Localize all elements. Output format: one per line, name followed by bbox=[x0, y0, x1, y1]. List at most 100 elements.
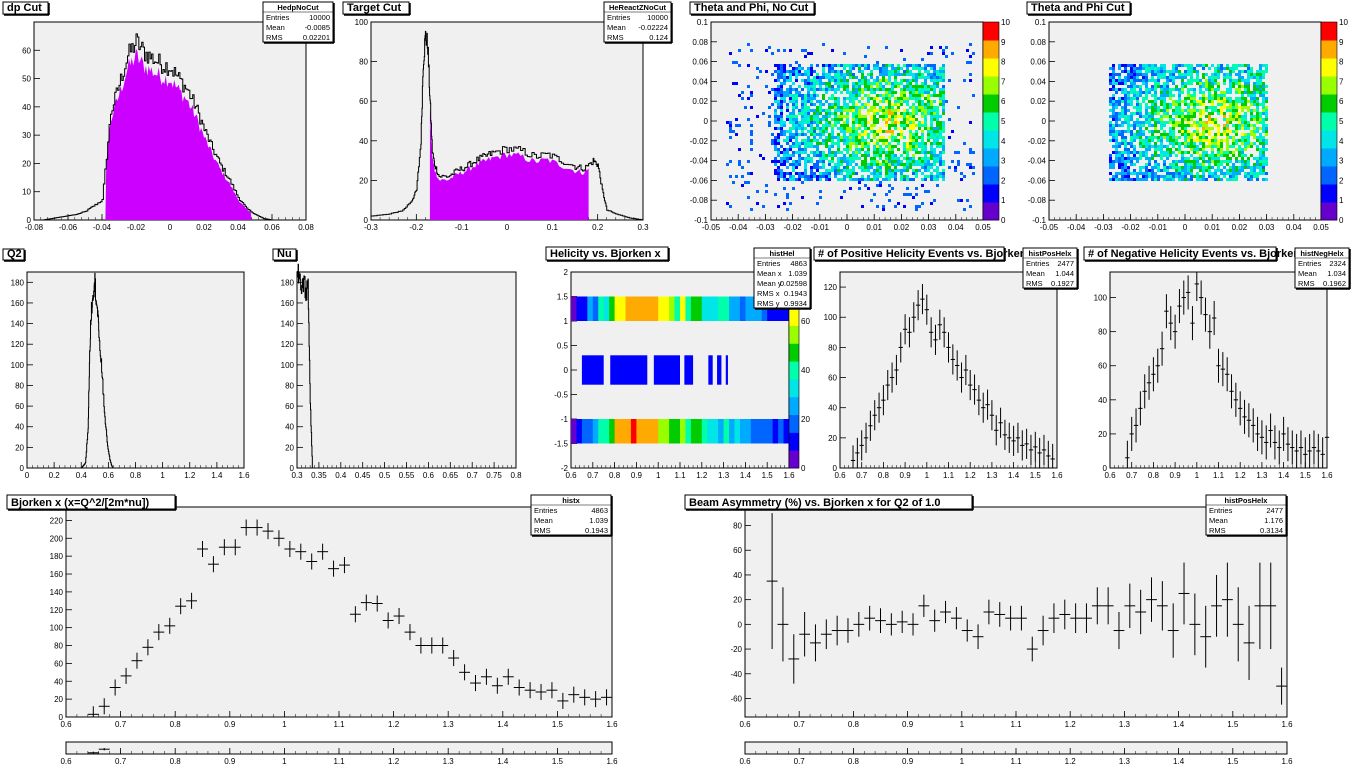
y-tick-label: 140 bbox=[11, 320, 25, 329]
color-scale-label: 7 bbox=[1339, 77, 1344, 86]
heatmap-cell bbox=[888, 100, 891, 103]
heatmap-cell bbox=[906, 97, 909, 100]
heatmap-cell bbox=[1220, 139, 1223, 142]
stats-frame bbox=[1022, 247, 1078, 289]
heatmap-cell bbox=[1136, 85, 1139, 88]
y-tick-label: 160 bbox=[50, 570, 64, 579]
heatmap-cell bbox=[840, 160, 843, 163]
heatmap-cell bbox=[1181, 118, 1184, 121]
x-tick-label: 0.6 bbox=[103, 471, 115, 480]
heatmap-cell bbox=[1145, 142, 1148, 145]
heatmap-cell bbox=[1214, 91, 1217, 94]
heatmap-cell bbox=[852, 97, 855, 100]
heatmap-cell bbox=[879, 82, 882, 85]
heatmap-cell bbox=[783, 64, 786, 67]
y-tick-label: 0 bbox=[564, 366, 569, 375]
heatmap-cell bbox=[1166, 175, 1169, 178]
heatmap-cell bbox=[858, 124, 861, 127]
heatmap-cell bbox=[1160, 88, 1163, 91]
color-scale-label: 5 bbox=[1339, 117, 1344, 126]
heatmap-cell bbox=[1166, 166, 1169, 169]
heatmap-cell bbox=[795, 136, 798, 139]
heatmap-cell bbox=[843, 64, 846, 67]
heatmap-cell bbox=[882, 76, 885, 79]
heatmap-cell bbox=[936, 172, 939, 175]
heatmap-cell bbox=[1256, 79, 1259, 82]
heatmap-cell bbox=[768, 91, 771, 94]
heatmap-cell bbox=[834, 163, 837, 166]
heatmap-cell bbox=[1181, 82, 1184, 85]
heatmap-cell bbox=[1124, 100, 1127, 103]
heatmap-cell bbox=[1217, 67, 1220, 70]
heatmap-cell bbox=[1124, 151, 1127, 154]
heatmap-cell bbox=[1193, 112, 1196, 115]
heatmap-cell bbox=[1157, 130, 1160, 133]
data-point bbox=[1024, 428, 1029, 459]
heatmap-cell bbox=[1169, 115, 1172, 118]
data-point bbox=[1324, 420, 1330, 455]
heatmap-cell bbox=[846, 142, 849, 145]
heatmap-cell bbox=[1121, 166, 1124, 169]
heatmap-cell bbox=[915, 67, 918, 70]
heatmap-cell bbox=[915, 94, 918, 97]
heatmap-cell bbox=[876, 121, 879, 124]
heatmap-cell bbox=[747, 97, 750, 100]
heatmap-cell bbox=[885, 82, 888, 85]
heatmap-cell bbox=[1109, 103, 1112, 106]
heatmap-cell bbox=[1241, 127, 1244, 130]
heatmap-cell bbox=[1217, 127, 1220, 130]
heatmap-cell bbox=[933, 112, 936, 115]
heatmap-cell bbox=[885, 112, 888, 115]
heatmap-cell bbox=[777, 136, 780, 139]
x-tick-label: 1.3 bbox=[718, 471, 730, 480]
heatmap-cell bbox=[1202, 166, 1205, 169]
y-tick-label: 160 bbox=[11, 299, 25, 308]
heatmap-cell bbox=[1259, 166, 1262, 169]
heatmap-cell bbox=[825, 73, 828, 76]
heatmap-cell bbox=[879, 94, 882, 97]
heatmap-cell bbox=[915, 163, 918, 166]
heatmap-cell bbox=[903, 91, 906, 94]
heatmap-cell bbox=[891, 139, 894, 142]
heatmap-cell bbox=[846, 106, 849, 109]
heatmap-cell bbox=[1142, 178, 1145, 181]
heatmap-cell bbox=[1217, 130, 1220, 133]
heatmap-cell bbox=[1226, 109, 1229, 112]
y-tick-label: 80 bbox=[15, 381, 24, 390]
heatmap-cell bbox=[1193, 160, 1196, 163]
data-point bbox=[928, 317, 934, 348]
heatmap-cell bbox=[1190, 88, 1193, 91]
heatmap-cell bbox=[1142, 139, 1145, 142]
heatmap-cell bbox=[1199, 82, 1202, 85]
data-point bbox=[142, 639, 154, 656]
color-scale-band bbox=[1321, 94, 1337, 113]
heatmap-cell bbox=[1157, 82, 1160, 85]
heatmap-cell bbox=[813, 133, 816, 136]
heatmap-cell bbox=[957, 151, 960, 154]
heatmap-cell bbox=[1265, 127, 1268, 130]
heatmap-cell bbox=[924, 79, 927, 82]
heatmap-cell bbox=[1229, 130, 1232, 133]
heatmap-cell bbox=[1229, 115, 1232, 118]
heatmap-cell bbox=[767, 419, 774, 444]
heatmap-cell bbox=[1166, 157, 1169, 160]
heatmap-cell bbox=[1241, 154, 1244, 157]
heatmap-cell bbox=[885, 157, 888, 160]
heatmap-cell bbox=[834, 166, 837, 169]
heatmap-cell bbox=[1109, 115, 1112, 118]
heatmap-cell bbox=[924, 178, 927, 181]
heatmap-cell bbox=[1202, 100, 1205, 103]
heatmap-cell bbox=[1163, 106, 1166, 109]
heatmap-cell bbox=[876, 88, 879, 91]
y-tick-label: -0.04 bbox=[690, 157, 709, 166]
x-tick-label: 1.6 bbox=[238, 471, 250, 480]
heatmap-cell bbox=[1133, 88, 1136, 91]
heatmap-cell bbox=[1142, 145, 1145, 148]
heatmap-cell bbox=[1145, 106, 1148, 109]
heatmap-cell bbox=[1139, 142, 1142, 145]
heatmap-cell bbox=[825, 91, 828, 94]
heatmap-cell bbox=[933, 151, 936, 154]
heatmap-cell bbox=[909, 130, 912, 133]
heatmap-cell bbox=[1226, 169, 1229, 172]
heatmap-cell bbox=[891, 91, 894, 94]
